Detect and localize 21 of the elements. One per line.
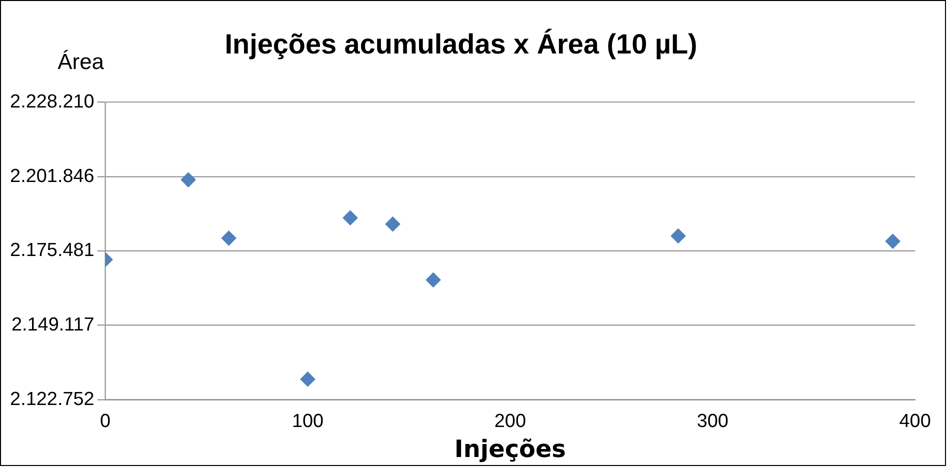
x-tick-label: 300	[696, 411, 728, 432]
y-tick-label: 2.122.752	[10, 388, 94, 410]
y-tick-label: 2.149.117	[11, 314, 94, 336]
point	[342, 210, 358, 226]
point	[670, 228, 686, 244]
x-tick-label: 400	[899, 411, 931, 432]
x-tick-label: 100	[292, 411, 324, 432]
x-tick-label: 200	[494, 411, 526, 432]
x-axis-title: Injeções	[454, 434, 566, 463]
y-tick-label: 2.228.210	[10, 91, 94, 112]
y-axis-title: Área	[58, 48, 105, 74]
point	[300, 372, 316, 387]
y-tick-label: 2.201.846	[10, 166, 94, 187]
point	[885, 234, 900, 249]
point	[180, 172, 196, 188]
chart-title: Injeções acumuladas x Área (10 µL)	[224, 28, 698, 60]
x-tick-label: 0	[100, 411, 111, 432]
point	[426, 272, 441, 288]
point	[385, 216, 400, 232]
y-tick-label: 2.175.481	[10, 240, 94, 262]
point	[221, 230, 236, 246]
